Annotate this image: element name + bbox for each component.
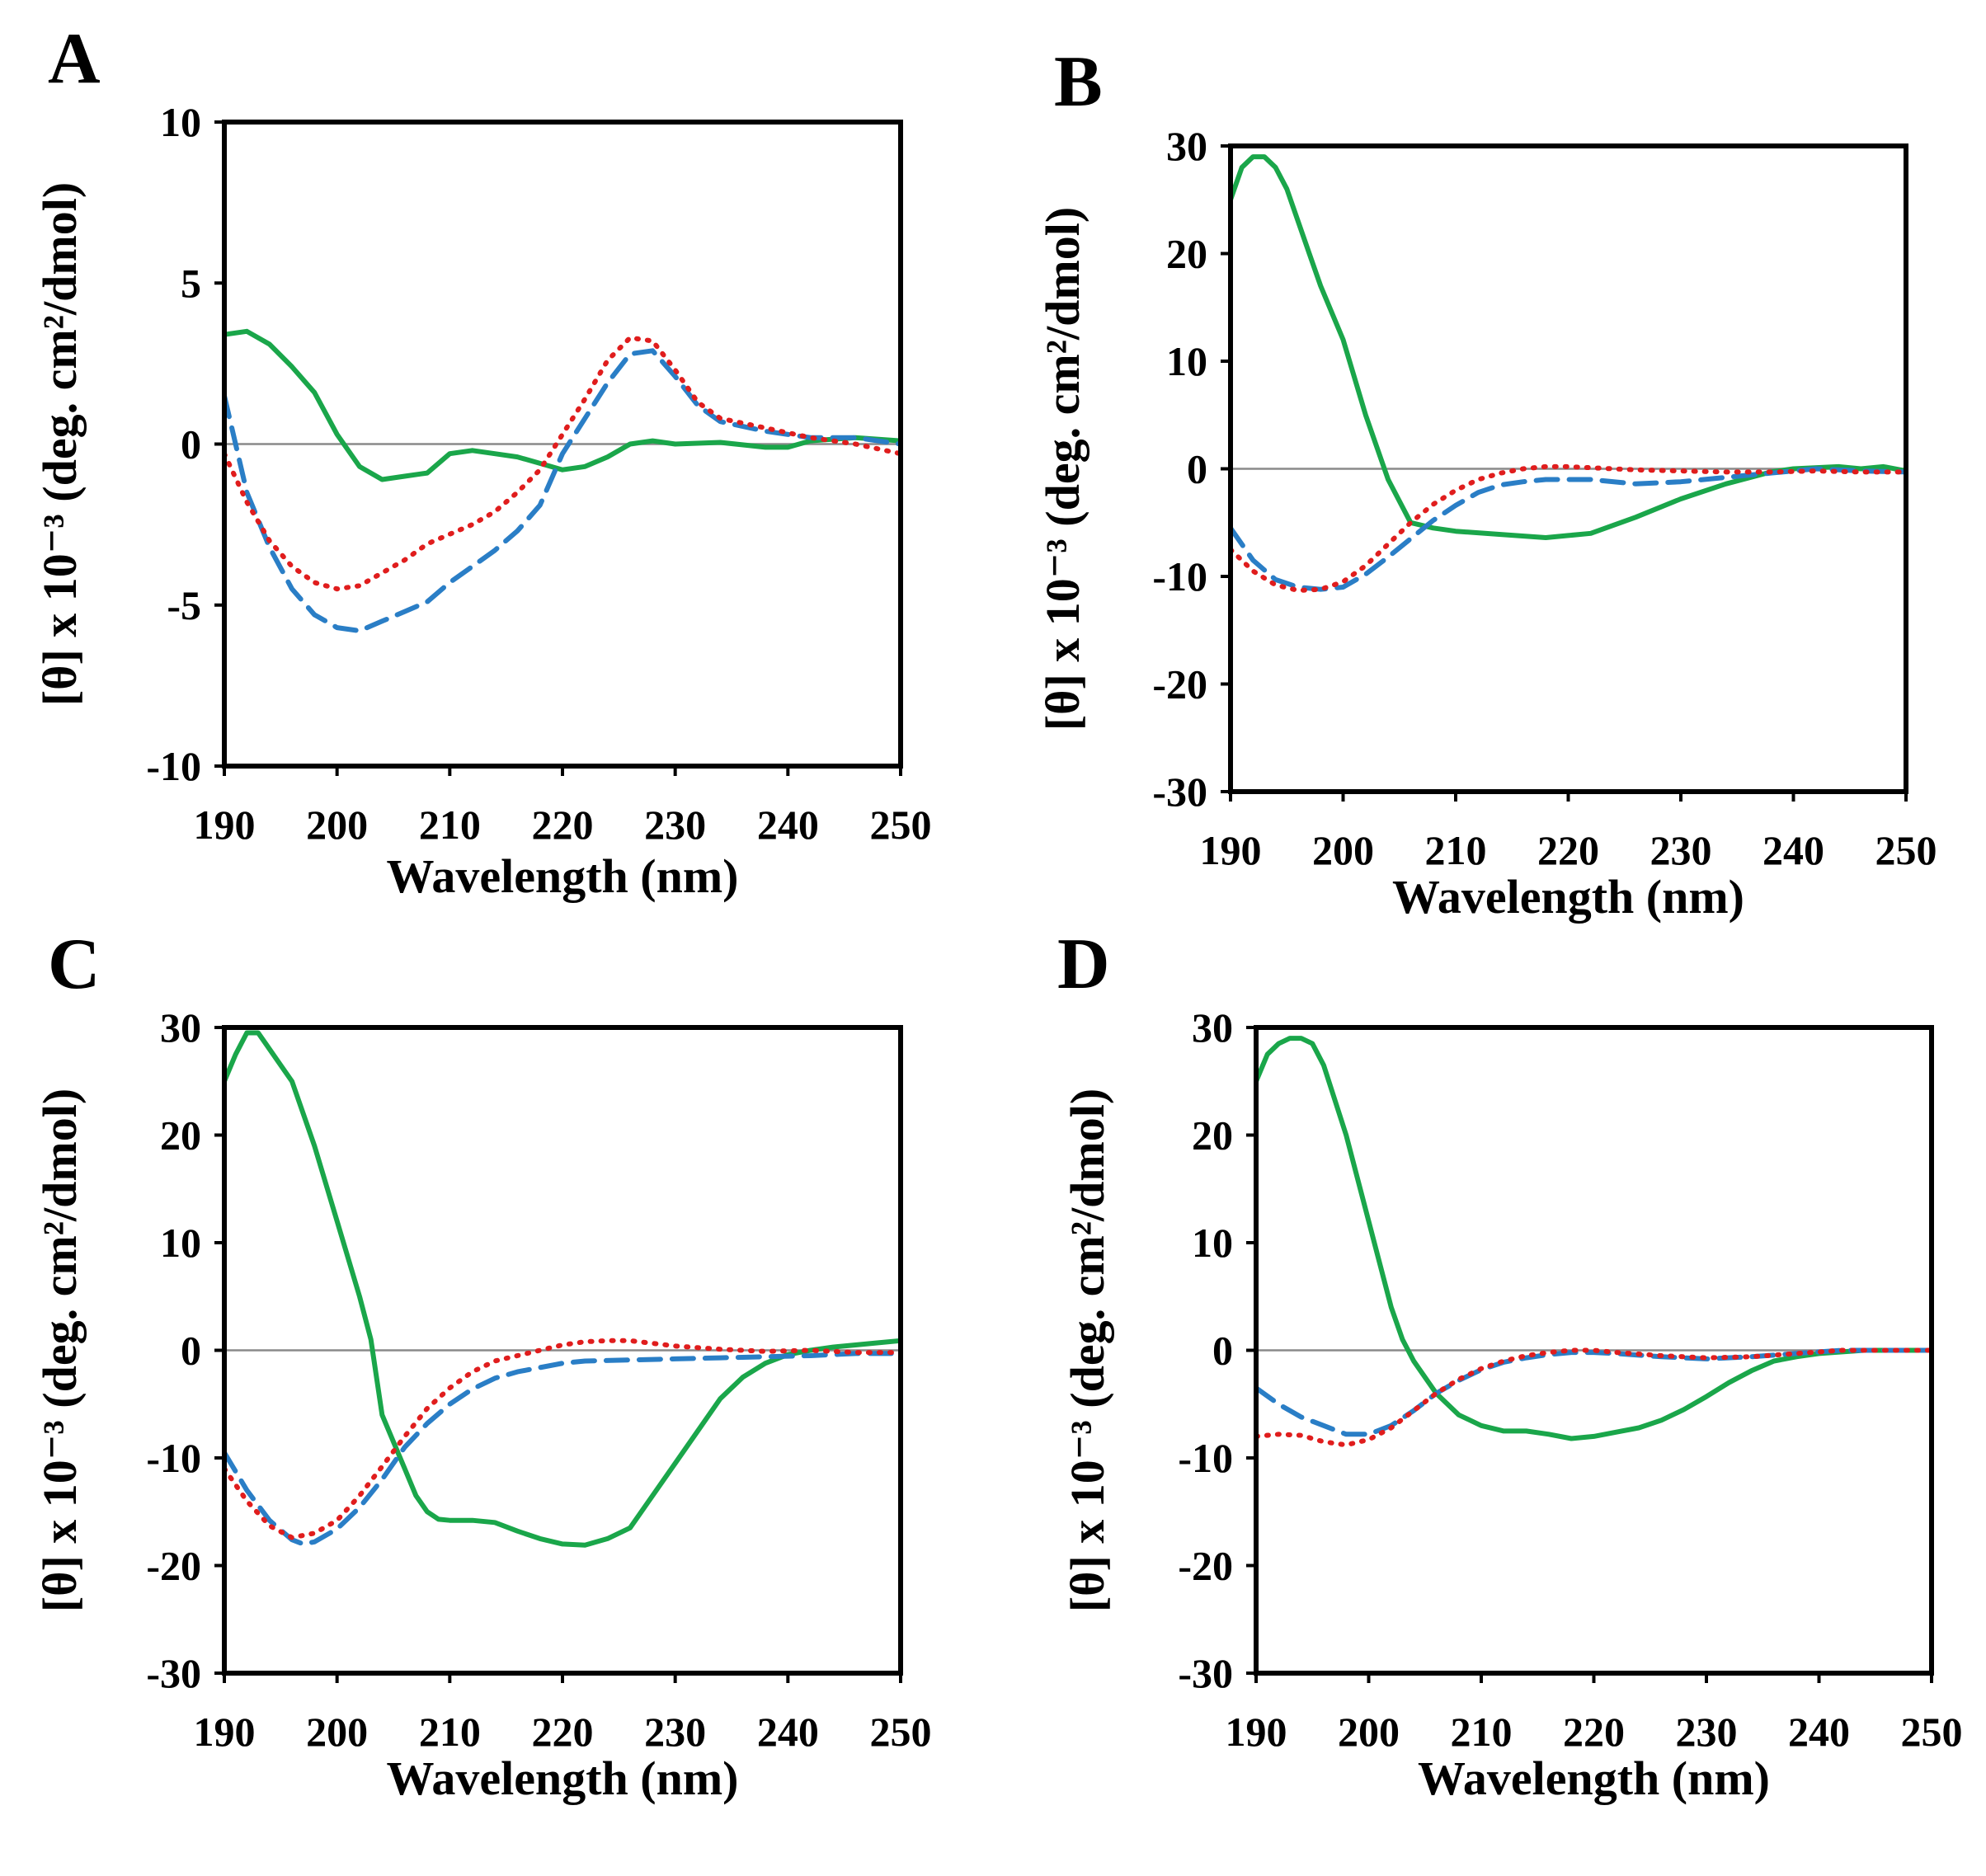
x-tick-label: 240: [1788, 1709, 1850, 1755]
x-tick-label: 250: [1875, 827, 1937, 873]
y-tick-label: 10: [1192, 1220, 1233, 1266]
chart-panel-d: D -30 -20 -10 0 10 20 30 190 200 210 220 230 240 250 Wa…: [1057, 924, 1963, 1805]
y-tick-label: 30: [160, 1004, 201, 1051]
chart-panel-b: B -30 -20 -10 0 10 20 30 190 200 210 220 230 240 250 Wa…: [1036, 42, 1937, 924]
x-tick-label: 240: [1762, 827, 1824, 873]
series-line-solid: [222, 1030, 903, 1548]
x-tick-label: 220: [1563, 1709, 1625, 1755]
y-tick-label: -30: [1152, 769, 1207, 815]
x-tick-label: 200: [306, 1709, 368, 1755]
series-line-solid: [222, 328, 903, 482]
y-tick-label: -10: [146, 1435, 201, 1481]
y-tick-label: -20: [1152, 661, 1207, 708]
x-axis-title: Wavelength (nm): [1418, 1751, 1770, 1805]
chart-panel-c: C -30 -20 -10 0 10 20 30 190 200 210 220 230 240 250 Wa…: [33, 924, 932, 1805]
x-axis-title: Wavelength (nm): [1392, 870, 1744, 924]
y-tick-label: 20: [160, 1112, 201, 1159]
x-tick-label: 190: [1200, 827, 1262, 873]
x-tick-label: 240: [757, 1709, 819, 1755]
y-tick-label: -20: [1178, 1543, 1233, 1589]
x-tick-label: 230: [644, 1709, 706, 1755]
series-line-dotted: [1254, 1347, 1934, 1448]
y-tick-label: 0: [1212, 1328, 1233, 1374]
y-tick-label: -30: [146, 1650, 201, 1696]
y-tick-label: -5: [167, 582, 201, 628]
series-line-dashed: [222, 348, 903, 633]
x-tick-label: 190: [194, 802, 256, 848]
x-tick-label: 210: [1451, 1709, 1513, 1755]
series-line-dashed: [1254, 1347, 1934, 1437]
y-tick-label: 10: [160, 99, 201, 145]
x-tick-label: 200: [1338, 1709, 1400, 1755]
x-tick-label: 250: [1901, 1709, 1963, 1755]
x-tick-label: 190: [194, 1709, 256, 1755]
series-line-dashed: [1228, 466, 1908, 592]
series-line-dotted: [222, 1338, 903, 1540]
panel-letter: A: [48, 19, 101, 99]
panel-letter: B: [1054, 42, 1103, 122]
series-line-dotted: [222, 335, 903, 592]
series-line-dashed: [222, 1351, 903, 1547]
series-line-solid: [1254, 1036, 1934, 1441]
x-tick-label: 250: [870, 802, 932, 848]
chart-panel-a: A -10 -5 0 5 10 190 200 210 220 230 240 250 Wavelengt…: [33, 19, 932, 903]
x-tick-label: 220: [532, 1709, 594, 1755]
y-tick-label: 30: [1192, 1004, 1233, 1051]
x-tick-label: 220: [1537, 827, 1599, 873]
x-tick-label: 200: [1312, 827, 1374, 873]
x-tick-label: 190: [1226, 1709, 1287, 1755]
x-tick-label: 210: [419, 1709, 481, 1755]
y-tick-label: 5: [181, 260, 201, 306]
x-tick-label: 200: [306, 802, 368, 848]
y-tick-label: -30: [1178, 1650, 1233, 1696]
y-tick-label: -10: [1152, 553, 1207, 599]
x-tick-label: 240: [757, 802, 819, 848]
y-tick-label: 0: [1187, 446, 1207, 492]
panel-letter: D: [1057, 924, 1110, 1004]
x-tick-label: 210: [419, 802, 481, 848]
y-tick-label: 10: [1166, 338, 1207, 384]
y-tick-label: 20: [1166, 231, 1207, 277]
y-tick-label: 10: [160, 1220, 201, 1266]
x-tick-label: 230: [644, 802, 706, 848]
y-axis-title: [θ] x 10⁻³ (deg. cm²/dmol): [1036, 207, 1089, 731]
series-line-dotted: [1228, 463, 1908, 593]
x-tick-label: 250: [870, 1709, 932, 1755]
y-axis-title: [θ] x 10⁻³ (deg. cm²/dmol): [33, 1088, 87, 1612]
y-tick-label: -10: [1178, 1435, 1233, 1481]
x-tick-label: 210: [1425, 827, 1487, 873]
x-tick-label: 230: [1650, 827, 1712, 873]
x-tick-label: 220: [532, 802, 594, 848]
panel-letter: C: [48, 924, 101, 1004]
y-axis-title: [θ] x 10⁻³ (deg. cm²/dmol): [1061, 1088, 1114, 1612]
y-tick-label: -20: [146, 1543, 201, 1589]
y-axis-title: [θ] x 10⁻³ (deg. cm²/dmol): [33, 182, 87, 706]
y-tick-label: 0: [181, 1328, 201, 1374]
y-tick-label: 30: [1166, 123, 1207, 169]
x-tick-label: 230: [1676, 1709, 1738, 1755]
x-axis-title: Wavelength (nm): [387, 849, 739, 903]
x-axis-title: Wavelength (nm): [387, 1751, 739, 1805]
y-tick-label: -10: [146, 743, 201, 789]
y-tick-label: 20: [1192, 1112, 1233, 1159]
y-tick-label: 0: [181, 421, 201, 468]
